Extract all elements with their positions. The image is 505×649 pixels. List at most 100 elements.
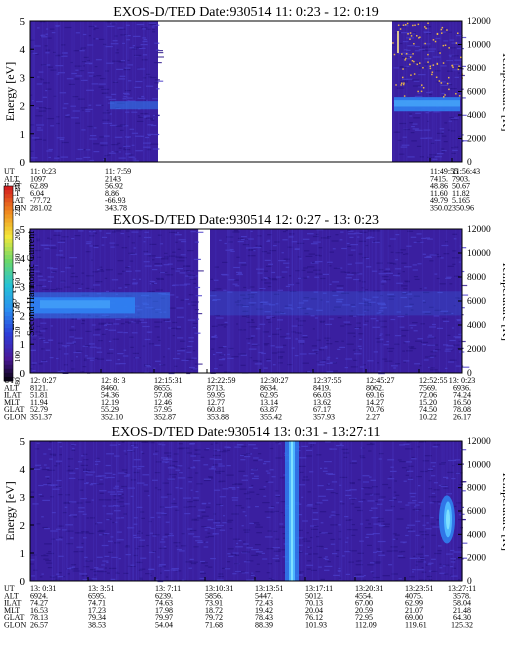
y-tick-label: 3: [20, 282, 26, 294]
y2-tick-label: 0: [467, 577, 472, 587]
table-cell: 48.86: [430, 182, 448, 191]
colorbar-segment: [4, 311, 13, 317]
colorbar-tick-label: 140: [13, 302, 22, 314]
table-cell: 62.89: [30, 182, 48, 191]
colorbar-tick-label: 220: [13, 205, 22, 217]
table-cell: 12: 0:27: [30, 376, 56, 385]
colorbar-segment: [4, 368, 13, 374]
table-cell: 12.77: [207, 398, 225, 407]
colorbar-segment: [4, 364, 13, 370]
table-row-label: MLT: [4, 398, 20, 407]
energy-band: [210, 291, 462, 316]
colorbar-segment: [4, 340, 13, 345]
y2-tick-label: 12000: [467, 17, 491, 27]
y-tick-label: 3: [20, 492, 26, 504]
table-row-label: ALT: [4, 174, 19, 183]
colorbar-segment: [4, 226, 13, 232]
table-cell: 58.04: [453, 599, 471, 608]
table-cell: 351.37: [30, 413, 52, 422]
colorbar-segment: [4, 230, 13, 236]
table-cell: 13:20:31: [355, 584, 383, 593]
table-cell: 1097: [30, 174, 46, 183]
table-cell: 352.87: [154, 413, 176, 422]
y-axis-energy: 0 1 2 3 4 5 Energy [eV]: [3, 436, 34, 588]
table-cell: 8713.: [207, 383, 225, 392]
table-cell: 7415.: [430, 174, 448, 183]
table-row-label: GLAT: [4, 405, 25, 414]
y-axis-energy: 0 1 2 3 4 5 Energy [eV]: [3, 16, 34, 169]
colorbar-tick-label: 240: [13, 180, 22, 192]
colorbar-segment: [4, 271, 13, 276]
table-cell: 17.98: [155, 606, 173, 615]
table-cell: 72.06: [419, 391, 437, 400]
table-cell: 343.78: [105, 204, 127, 213]
table-cell: 19.42: [255, 606, 273, 615]
table-cell: 2143: [105, 174, 121, 183]
table-cell: 13: 3:51: [88, 584, 114, 593]
table-cell: 2.27: [366, 413, 380, 422]
colorbar-segment: [4, 376, 13, 382]
table-cell: 62.95: [260, 391, 278, 400]
table-cell: 11.60: [430, 189, 448, 198]
table-cell: 13.62: [313, 398, 331, 407]
y-tick-label: 4: [20, 253, 26, 265]
table-cell: 74.71: [88, 599, 106, 608]
table-cell: 38.53: [88, 621, 106, 630]
colorbar-segment: [4, 287, 13, 293]
colorbar-segment: [4, 352, 13, 358]
colorbar-segment: [4, 372, 13, 378]
table-cell: 59.95: [207, 391, 225, 400]
table-cell: -66.93: [105, 196, 126, 205]
orbit-info-table: UTALTILATMLTGLATGLON12: 0:278121.51.8111…: [4, 376, 475, 422]
colorbar-segment: [4, 214, 13, 219]
colorbar-segment: [4, 344, 13, 349]
table-cell: 66.03: [313, 391, 331, 400]
table-cell: 10.22: [419, 413, 437, 422]
table-cell: 11.94: [30, 398, 48, 407]
table-cell: 13:13:51: [255, 584, 283, 593]
table-cell: 3578.: [453, 591, 471, 600]
y2-tick-label: 10000: [467, 41, 491, 51]
y-axis-label: Energy [eV]: [3, 481, 17, 540]
table-cell: 5447.: [255, 591, 273, 600]
table-cell: 12.46: [154, 398, 172, 407]
y-tick-label: 0: [20, 368, 26, 380]
y2-tick-label: 8000: [467, 484, 486, 494]
colorbar-segment: [4, 320, 13, 325]
table-cell: 67.00: [355, 599, 373, 608]
table-row-label: GLAT: [4, 613, 25, 622]
colorbar-segment: [4, 202, 13, 207]
table-cell: 74.50: [419, 405, 437, 414]
y2-tick-label: 2000: [467, 554, 486, 564]
table-cell: 20.04: [305, 606, 323, 615]
colorbar-segment: [4, 242, 13, 248]
table-cell: 6.04: [30, 189, 44, 198]
y2-tick-label: 12000: [467, 225, 491, 235]
table-cell: 73.91: [205, 599, 223, 608]
table-cell: 54.36: [101, 391, 119, 400]
table-cell: 352.10: [101, 413, 123, 422]
table-cell: 76.12: [305, 613, 323, 622]
table-cell: 21.07: [405, 606, 423, 615]
panel-title: EXOS-D/TED Date:930514 11: 0:23 - 12: 0:…: [113, 5, 378, 20]
table-row-label: ALT: [4, 591, 19, 600]
table-cell: 353.88: [207, 413, 229, 422]
table-cell: 5.165: [452, 196, 470, 205]
table-cell: 11:49:55: [430, 167, 458, 176]
table-cell: 12:52:55: [419, 376, 447, 385]
y-axis-temperature: 0 2000 4000 6000 8000 10000 12000 Temperature […: [458, 17, 505, 168]
table-cell: 11:56:43: [452, 167, 480, 176]
y-axis-label: Energy [eV]: [3, 62, 17, 121]
table-cell: 70.13: [305, 599, 323, 608]
energy-band: [30, 292, 170, 319]
table-cell: 281.02: [30, 204, 52, 213]
table-cell: 6936.: [453, 383, 471, 392]
table-cell: 79.72: [205, 613, 223, 622]
table-cell: 57.95: [154, 405, 172, 414]
table-cell: 26.17: [453, 413, 471, 422]
y-tick-label: 3: [20, 72, 26, 84]
table-cell: 74.63: [155, 599, 173, 608]
bright-spike: [285, 441, 299, 581]
colorbar-segment: [4, 283, 13, 289]
table-cell: 101.93: [305, 621, 327, 630]
